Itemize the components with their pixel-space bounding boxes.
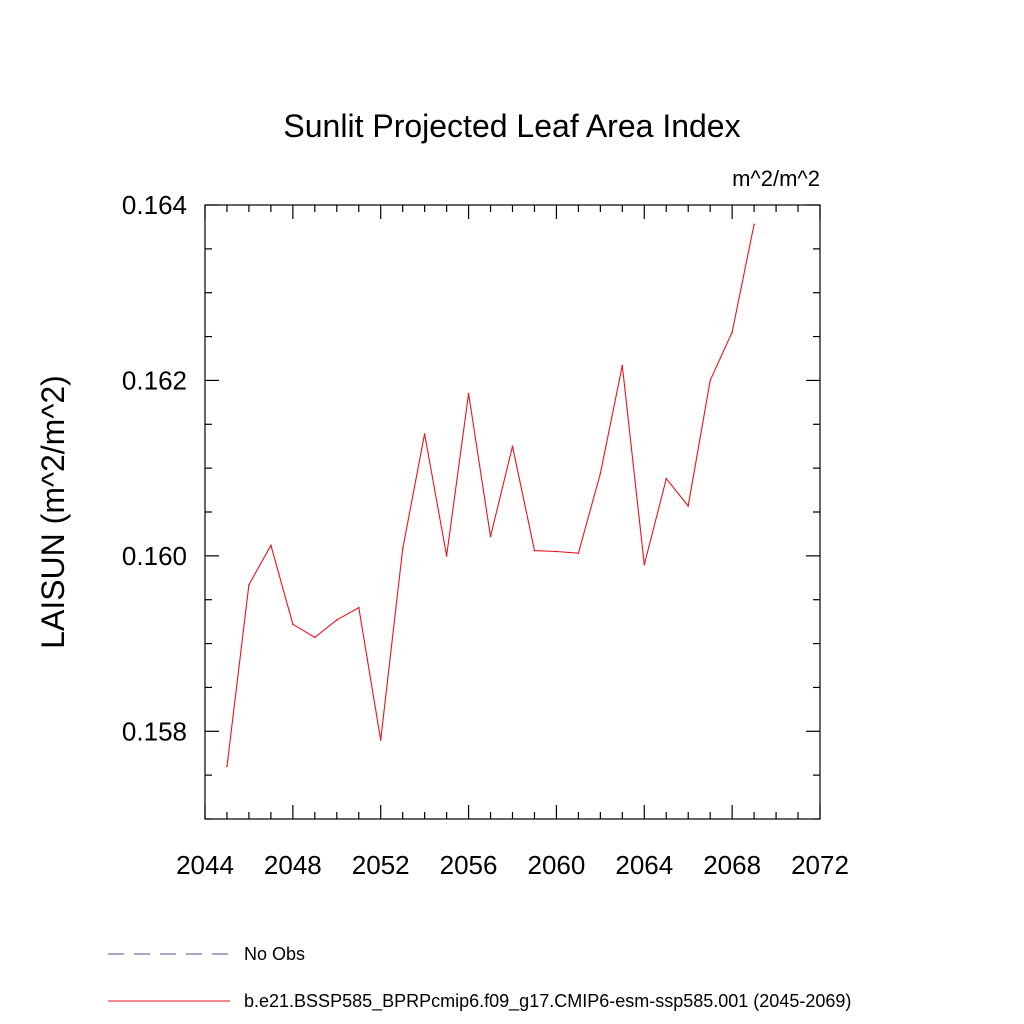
x-tick-label: 2068 [703,850,761,880]
data-point [555,550,558,553]
data-point [357,606,360,609]
data-point [226,765,228,768]
data-point [643,563,646,566]
legend-label: b.e21.BSSP585_BPRPcmip6.f09_g17.CMIP6-es… [244,991,851,1012]
legend-label: No Obs [244,944,305,964]
units-label: m^2/m^2 [732,166,820,191]
y-tick-label: 0.162 [122,365,187,395]
data-point [599,472,602,475]
data-point [687,505,690,507]
x-tick-label: 2044 [176,850,234,880]
data-point [621,364,624,367]
x-tick-label: 2064 [615,850,673,880]
y-tick-label: 0.164 [122,190,187,220]
data-point [445,555,448,557]
data-point [577,552,580,555]
data-point [248,584,250,586]
series-layer [226,223,755,768]
chart-title: Sunlit Projected Leaf Area Index [283,108,740,144]
y-axis-label: LAISUN (m^2/m^2) [35,375,71,649]
legend: No Obs b.e21.BSSP585_BPRPcmip6.f09_g17.CM… [108,944,851,1012]
data-point [401,548,404,550]
series-line [226,224,755,767]
data-point [292,623,294,626]
data-point [533,549,536,552]
data-point [753,223,755,226]
data-point [270,544,272,547]
x-axis: 2044 2048 2052 2056 2060 2064 2068 2072 [176,205,849,880]
data-point [731,331,733,333]
x-tick-label: 2052 [352,850,410,880]
data-point [467,392,470,395]
x-tick-label: 2060 [528,850,586,880]
data-point [665,477,668,480]
data-point [314,636,316,639]
x-tick-label: 2048 [264,850,322,880]
data-point [335,619,338,621]
data-point [423,433,426,435]
x-tick-label: 2072 [791,850,849,880]
data-point [709,379,711,382]
y-axis: 0.158 0.160 0.162 0.164 [122,190,820,820]
y-tick-label: 0.160 [122,541,187,571]
y-tick-label: 0.158 [122,716,187,746]
data-point [489,535,492,538]
data-point [511,445,514,448]
x-tick-label: 2056 [440,850,498,880]
plot-frame [204,204,821,820]
data-point [379,739,382,741]
